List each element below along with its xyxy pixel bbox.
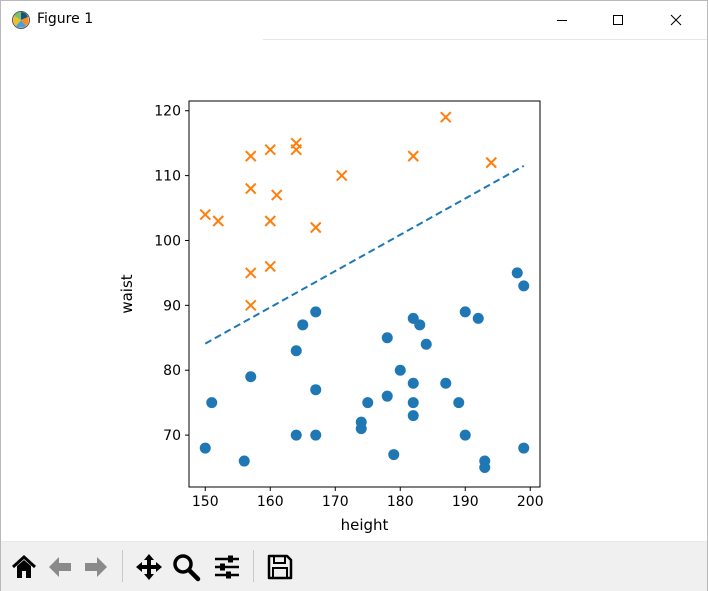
close-icon [670, 14, 682, 26]
data-point [485, 156, 497, 169]
title-bar[interactable]: Figure 1 [1, 1, 707, 39]
data-point [310, 384, 322, 396]
data-point [414, 319, 426, 331]
data-point [407, 397, 419, 409]
y-tick-label: 80 [163, 363, 181, 379]
data-point [238, 455, 250, 467]
figure-canvas[interactable]: 150 160 170 180 190 200 70 80 90 100 110 120 height w… [1, 41, 707, 539]
data-point [420, 338, 432, 350]
data-point [212, 215, 224, 227]
data-point [310, 429, 322, 441]
floppy-disk-icon [267, 554, 293, 580]
data-point [459, 306, 471, 318]
data-point [518, 442, 530, 454]
configure-subplots-button[interactable] [210, 550, 244, 584]
data-point [394, 364, 406, 376]
x-tick-label: 170 [322, 494, 349, 510]
data-point [264, 143, 276, 156]
y-tick-label: 120 [154, 104, 181, 120]
data-point [245, 299, 257, 312]
data-point [199, 208, 211, 221]
data-point [264, 260, 276, 273]
data-point [388, 449, 400, 461]
arrow-right-icon [85, 557, 107, 577]
arrow-left-icon [49, 557, 71, 577]
y-tick-label: 70 [163, 428, 181, 444]
data-point [355, 423, 367, 435]
zoom-button[interactable] [169, 550, 203, 584]
data-point [381, 332, 393, 344]
move-icon [136, 554, 162, 580]
scatter-plot[interactable]: 150 160 170 180 190 200 70 80 90 100 110 120 height w… [1, 41, 707, 539]
x-tick-label: 160 [257, 494, 284, 510]
minimize-icon [557, 20, 567, 21]
x-tick-label: 190 [452, 494, 479, 510]
navigation-toolbar [1, 541, 707, 591]
y-tick-label: 90 [163, 298, 181, 314]
magnifier-icon [173, 554, 201, 582]
sliders-icon [215, 555, 239, 579]
matplotlib-icon [11, 10, 31, 30]
data-point [245, 150, 257, 162]
save-button[interactable] [263, 550, 297, 584]
data-point [440, 111, 452, 123]
data-point [407, 410, 419, 422]
data-point [407, 150, 419, 162]
y-tick-label: 100 [154, 233, 181, 249]
data-point [440, 377, 452, 389]
x-tick-label: 150 [192, 494, 219, 510]
minimize-button[interactable] [539, 1, 585, 39]
maximize-button[interactable] [595, 1, 641, 39]
maximize-icon [613, 15, 623, 25]
home-icon [11, 554, 37, 578]
data-point [290, 429, 302, 441]
data-point [472, 312, 484, 324]
x-tick-label: 180 [387, 494, 414, 510]
data-point [290, 345, 302, 357]
toolbar-separator [253, 550, 254, 582]
y-tick-label: 110 [154, 169, 181, 185]
close-button[interactable] [653, 1, 699, 39]
data-point [381, 390, 393, 402]
x-axis-label: height [341, 516, 389, 534]
data-point [290, 143, 302, 156]
data-point [310, 221, 322, 234]
data-point [407, 377, 419, 389]
decision-boundary-line [204, 165, 525, 345]
data-point [479, 462, 491, 474]
data-point [245, 267, 257, 279]
data-point [362, 397, 374, 409]
title-separator [263, 39, 707, 40]
data-point [459, 429, 471, 441]
data-point [310, 306, 322, 318]
pan-button[interactable] [132, 550, 166, 584]
data-point [511, 267, 523, 279]
x-tick-label: 200 [517, 494, 544, 510]
data-point [206, 397, 218, 409]
data-point [271, 189, 283, 201]
window-title: Figure 1 [37, 11, 94, 27]
data-point [245, 182, 257, 195]
forward-button[interactable] [79, 550, 113, 584]
data-point [336, 169, 348, 182]
data-point [199, 442, 211, 454]
data-point [264, 215, 276, 227]
home-button[interactable] [7, 550, 41, 584]
data-point [518, 280, 530, 292]
data-point [453, 397, 465, 409]
back-button[interactable] [43, 550, 77, 584]
y-axis-label: waist [118, 274, 136, 313]
toolbar-separator [122, 550, 123, 582]
data-point [297, 319, 309, 331]
data-point [245, 371, 257, 383]
